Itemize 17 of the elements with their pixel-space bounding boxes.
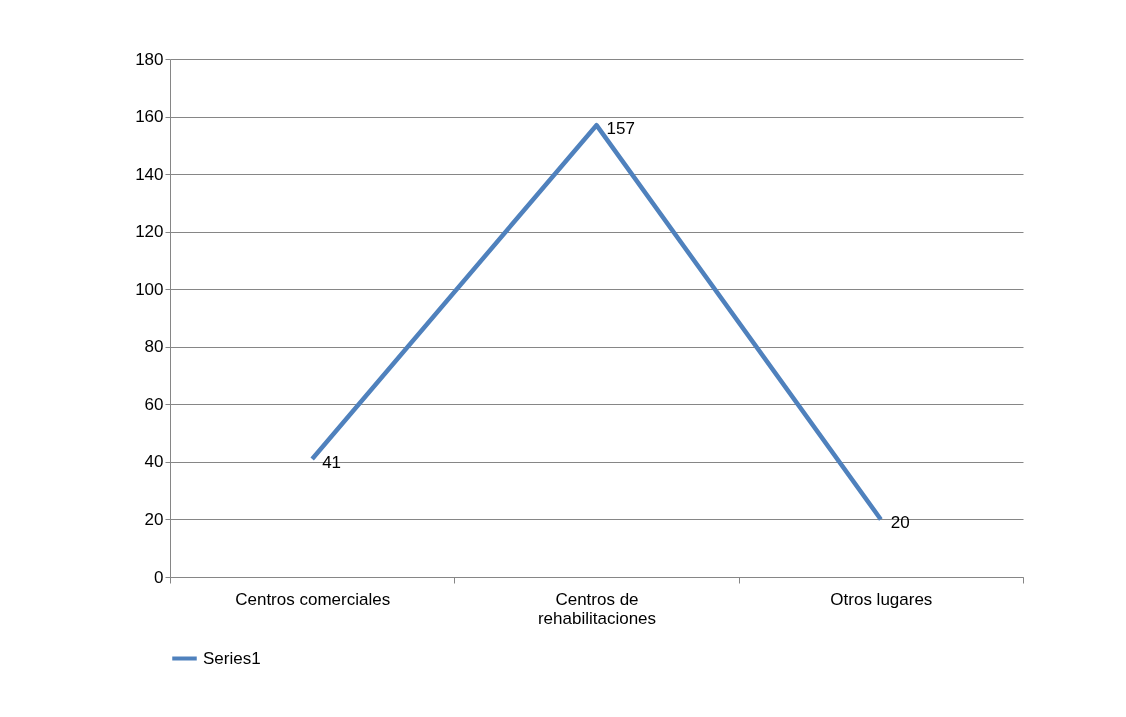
y-tick-label: 100 [135,279,164,299]
legend-label: Series1 [203,648,261,668]
x-tick-label: Centros de rehabilitaciones [537,589,657,628]
data-label: 20 [890,513,910,533]
x-tick-label: Otros lugares [830,589,933,609]
x-tick-label: Centros comerciales [235,589,391,609]
y-tick-label: 140 [135,164,164,184]
y-tick-label: 60 [144,394,164,414]
y-tick-label: 80 [144,337,164,357]
y-tick-label: 0 [154,567,164,587]
data-label: 41 [322,453,342,473]
y-tick-label: 160 [135,107,164,127]
data-label: 157 [606,119,635,139]
y-tick-label: 20 [144,509,164,529]
y-tick-label: 120 [135,222,164,242]
y-tick-label: 40 [144,452,164,472]
y-tick-label: 180 [135,49,164,69]
